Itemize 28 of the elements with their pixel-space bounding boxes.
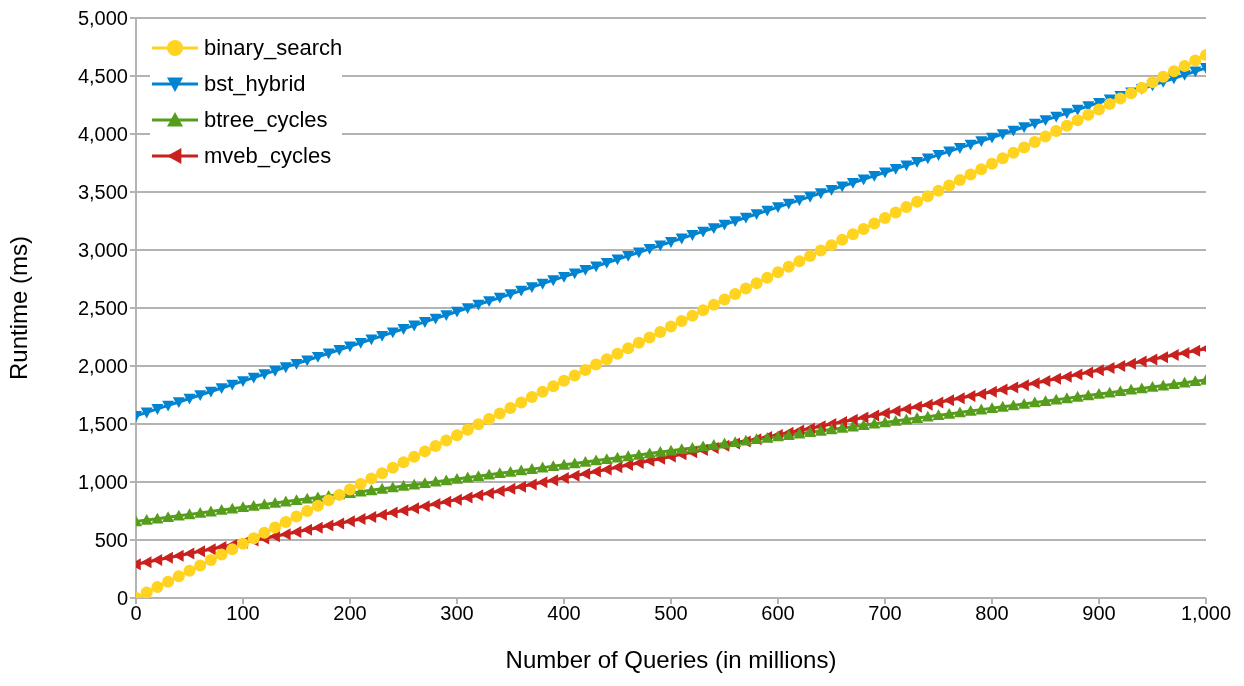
- x-tick-label: 400: [547, 602, 581, 625]
- x-tick-label: 200: [333, 602, 367, 625]
- y-tick-label: 0: [116, 587, 128, 610]
- y-tick-label: 3,000: [77, 239, 128, 262]
- y-tick-label: 2,000: [77, 355, 128, 378]
- y-tick-label: 5,000: [77, 7, 128, 30]
- x-tick-label: 500: [654, 602, 688, 625]
- x-tick-label: 700: [868, 602, 902, 625]
- y-axis-title: Runtime (ms): [4, 235, 32, 381]
- y-tick-label: 1,500: [77, 413, 128, 436]
- y-tick-label: 500: [94, 529, 128, 552]
- x-tick-label: 300: [440, 602, 474, 625]
- y-tick-label: 4,500: [77, 65, 128, 88]
- legend-label: mveb_cycles: [204, 143, 332, 169]
- x-tick-label: 800: [975, 602, 1009, 625]
- x-tick-label: 0: [130, 602, 142, 625]
- x-tick-label: 600: [761, 602, 795, 625]
- x-tick-label: 100: [226, 602, 260, 625]
- y-tick-label: 3,500: [77, 181, 128, 204]
- y-tick-label: 2,500: [77, 297, 128, 320]
- x-tick-label: 900: [1082, 602, 1116, 625]
- y-tick-label: 4,000: [77, 123, 128, 146]
- legend-label: bst_hybrid: [204, 71, 306, 97]
- y-tick-label: 1,000: [77, 471, 128, 494]
- x-axis-title: Number of Queries (in millions): [505, 646, 837, 673]
- legend-label: btree_cycles: [204, 107, 328, 133]
- x-tick-label: 1,000: [1180, 602, 1232, 625]
- legend-label: binary_search: [204, 35, 343, 61]
